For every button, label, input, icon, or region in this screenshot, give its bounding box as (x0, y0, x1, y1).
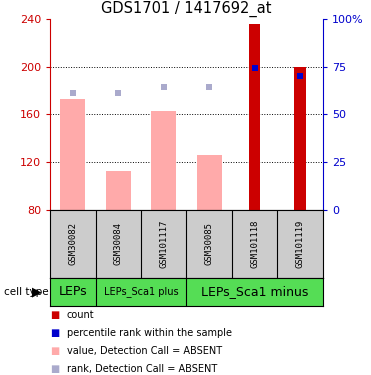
Text: LEPs_Sca1 minus: LEPs_Sca1 minus (201, 285, 308, 298)
Text: GSM101117: GSM101117 (159, 220, 168, 268)
Text: ▶: ▶ (32, 285, 42, 298)
Text: LEPs_Sca1 plus: LEPs_Sca1 plus (104, 286, 178, 297)
Text: ■: ■ (50, 328, 59, 338)
Bar (106, 171, 131, 210)
Text: LEPs: LEPs (59, 285, 87, 298)
Text: count: count (67, 310, 94, 320)
Text: ■: ■ (50, 364, 59, 374)
Bar (249, 24, 260, 210)
Text: GSM30084: GSM30084 (114, 222, 123, 265)
Title: GDS1701 / 1417692_at: GDS1701 / 1417692_at (101, 1, 272, 17)
Text: cell type: cell type (4, 286, 48, 297)
Text: percentile rank within the sample: percentile rank within the sample (67, 328, 232, 338)
Bar (60, 99, 85, 210)
Bar (295, 67, 306, 210)
Text: GSM101119: GSM101119 (296, 220, 305, 268)
Bar (197, 155, 221, 210)
Text: value, Detection Call = ABSENT: value, Detection Call = ABSENT (67, 346, 222, 356)
Bar (151, 111, 176, 210)
Text: ■: ■ (50, 346, 59, 356)
Text: ■: ■ (50, 310, 59, 320)
Text: GSM101118: GSM101118 (250, 220, 259, 268)
Text: GSM30085: GSM30085 (205, 222, 214, 265)
Text: GSM30082: GSM30082 (68, 222, 77, 265)
Text: rank, Detection Call = ABSENT: rank, Detection Call = ABSENT (67, 364, 217, 374)
